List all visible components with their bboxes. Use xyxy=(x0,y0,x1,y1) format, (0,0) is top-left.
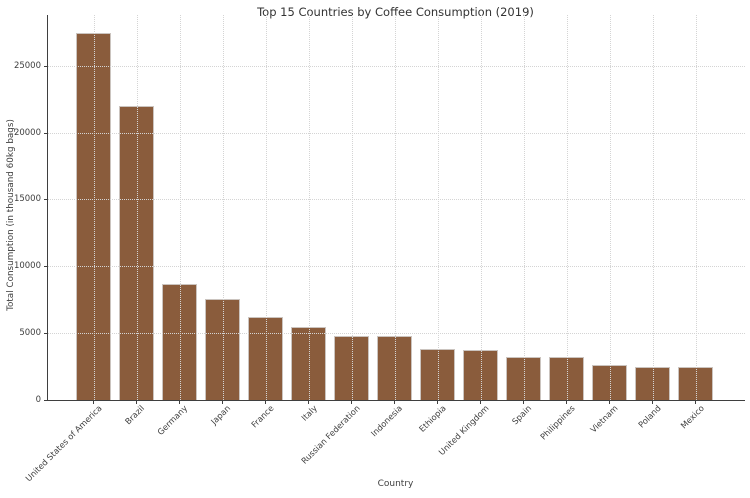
y-tick xyxy=(44,65,47,67)
x-tick xyxy=(264,401,266,404)
x-tick-label: Philippines xyxy=(537,403,577,442)
gridline-vertical xyxy=(480,15,482,400)
bar xyxy=(506,356,541,400)
x-tick-label: Ethiopia xyxy=(416,403,448,434)
bar xyxy=(635,366,670,400)
x-tick-label: Germany xyxy=(155,403,190,438)
y-axis-title-text: Total Consumption (in thousand 60kg bags… xyxy=(6,119,16,311)
x-tick xyxy=(221,401,223,404)
x-tick xyxy=(350,401,352,404)
x-tick xyxy=(479,401,481,404)
x-tick-label: United States of America xyxy=(23,403,104,484)
gridline-vertical xyxy=(695,15,697,400)
bar xyxy=(463,349,498,400)
x-tick-label: Poland xyxy=(635,403,663,430)
x-tick-label: Spain xyxy=(510,403,534,427)
y-tick xyxy=(44,132,47,134)
bar xyxy=(549,356,584,400)
gridline-horizontal xyxy=(48,333,745,335)
gridline-vertical xyxy=(179,15,181,400)
gridline-vertical xyxy=(222,15,224,400)
x-tick xyxy=(694,401,696,404)
x-tick xyxy=(307,401,309,404)
x-tick-label: Vietnam xyxy=(588,403,620,435)
x-tick xyxy=(522,401,524,404)
x-tick xyxy=(178,401,180,404)
y-tick-label: 20000 xyxy=(13,127,41,138)
y-tick xyxy=(44,199,47,201)
chart-title: Top 15 Countries by Coffee Consumption (… xyxy=(257,5,534,19)
y-tick-label: 0 xyxy=(35,395,41,405)
y-tick xyxy=(44,400,47,401)
x-tick-label: Brazil xyxy=(123,403,147,427)
gridline-vertical xyxy=(394,15,396,400)
x-tick xyxy=(565,401,567,404)
x-axis-title: Country xyxy=(377,479,414,489)
bar xyxy=(592,365,627,400)
bar xyxy=(248,317,283,400)
bar xyxy=(377,335,412,400)
x-tick xyxy=(436,401,438,404)
x-tick xyxy=(608,401,610,404)
x-tick xyxy=(135,401,137,404)
gridline-vertical xyxy=(308,15,310,400)
x-tick-label: France xyxy=(248,403,276,430)
bar xyxy=(334,335,369,400)
bar xyxy=(291,326,326,400)
x-tick-label: Mexico xyxy=(678,403,706,431)
gridline-horizontal xyxy=(48,132,745,134)
plot-area xyxy=(47,15,745,401)
gridline-horizontal xyxy=(48,65,745,67)
gridline-vertical xyxy=(93,15,95,400)
bar xyxy=(76,33,111,400)
x-tick xyxy=(651,401,653,404)
x-tick-label: Japan xyxy=(209,403,233,427)
bar xyxy=(119,105,154,400)
gridline-vertical xyxy=(652,15,654,400)
gridline-vertical xyxy=(566,15,568,400)
gridline-vertical xyxy=(609,15,611,400)
x-tick-label: Indonesia xyxy=(369,403,405,439)
x-tick xyxy=(92,401,94,404)
bar xyxy=(678,367,713,400)
y-tick xyxy=(44,333,47,335)
gridline-vertical xyxy=(351,15,353,400)
gridline-vertical xyxy=(265,15,267,400)
gridline-horizontal xyxy=(48,199,745,201)
x-tick-label: Italy xyxy=(298,403,319,423)
y-tick-label: 10000 xyxy=(13,261,41,272)
gridline-vertical xyxy=(523,15,525,400)
gridline-vertical xyxy=(437,15,439,400)
gridline-horizontal xyxy=(48,266,745,268)
bar xyxy=(420,349,455,400)
x-tick xyxy=(393,401,395,404)
y-tick xyxy=(44,266,47,268)
bar xyxy=(205,299,240,400)
bar xyxy=(162,284,197,400)
y-tick-label: 5000 xyxy=(19,328,41,339)
y-tick-label: 25000 xyxy=(13,60,41,71)
y-tick-label: 15000 xyxy=(13,194,41,205)
gridline-vertical xyxy=(136,15,138,400)
